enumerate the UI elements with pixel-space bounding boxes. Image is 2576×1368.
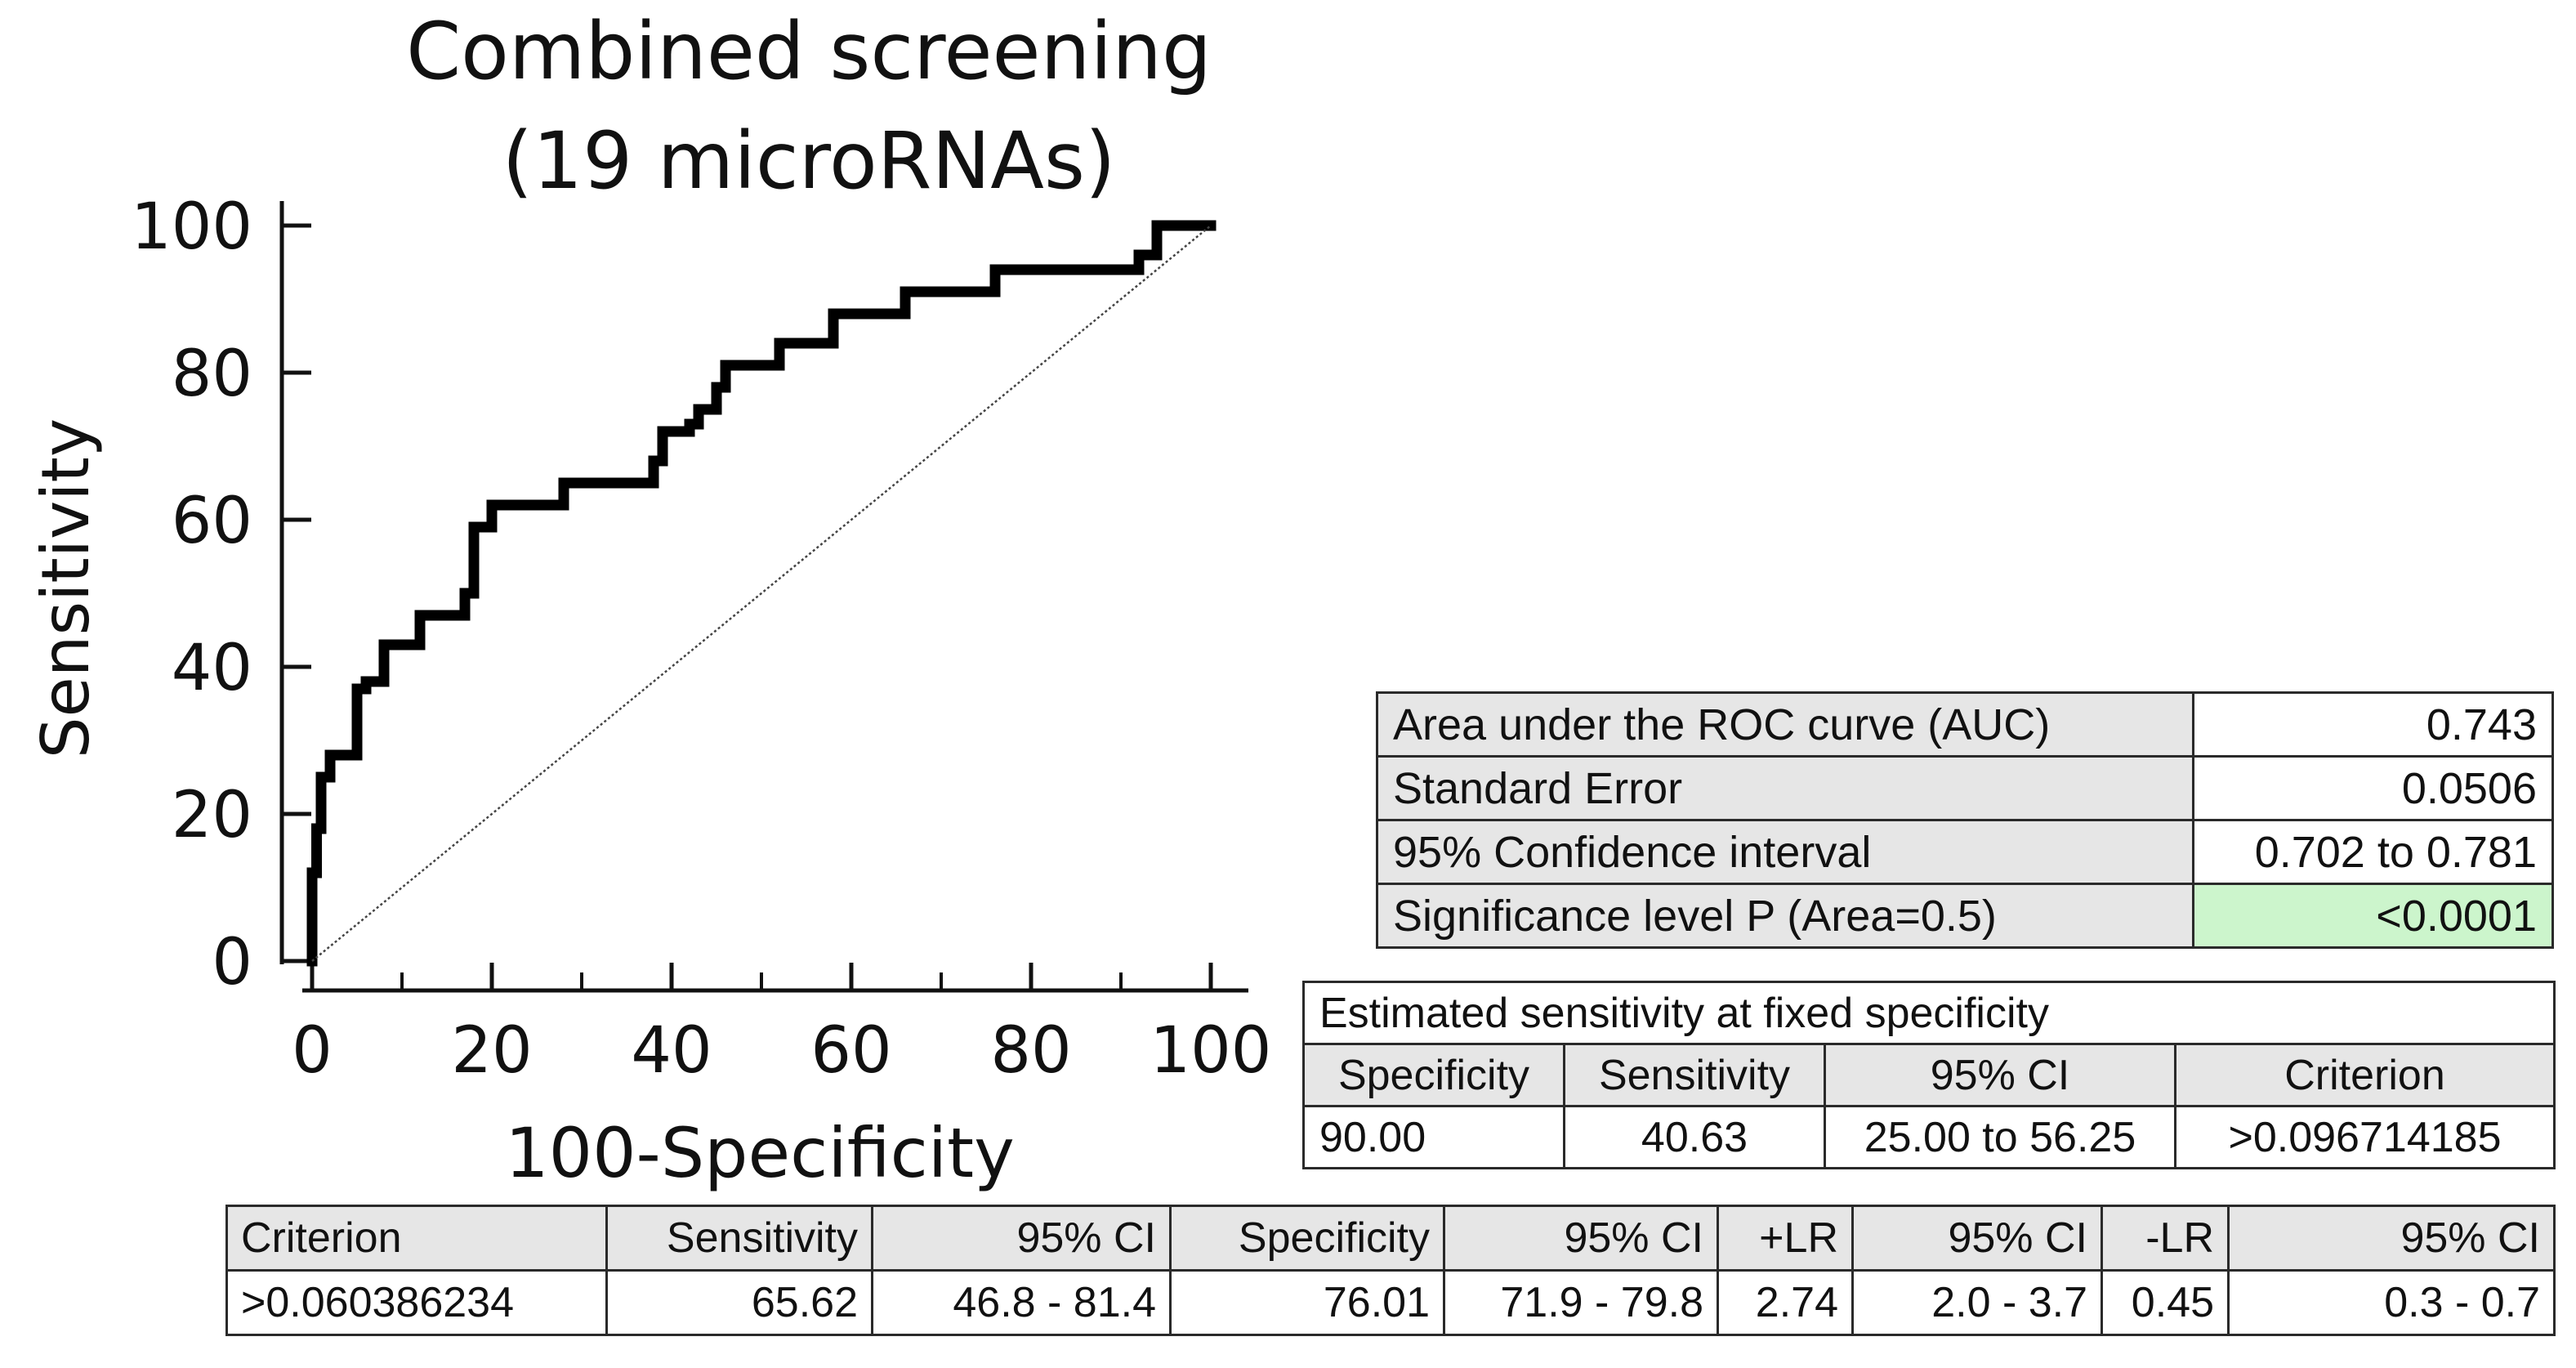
header-specificity: Specificity xyxy=(1169,1205,1445,1272)
chart-ticks xyxy=(282,223,1213,990)
header-sensitivity-ci: 95% CI xyxy=(871,1205,1172,1272)
cell-specificity: 76.01 xyxy=(1169,1269,1445,1336)
x-tick-label-100: 100 xyxy=(1150,1014,1272,1088)
y-tick-label-0: 0 xyxy=(212,926,252,999)
x-axis-label: 100-Specificity xyxy=(505,1113,1015,1193)
chance-diagonal-line xyxy=(311,225,1212,962)
header-specificity-ci: 95% CI xyxy=(1443,1205,1719,1272)
cell-criterion: >0.096714185 xyxy=(2174,1105,2556,1169)
cell-95-ci: 25.00 to 56.25 xyxy=(1824,1105,2176,1169)
cell-sensitivity: 40.63 xyxy=(1563,1105,1826,1169)
stat-label-auc: Area under the ROC curve (AUC) xyxy=(1376,691,2194,758)
table-header-row: Criterion Sensitivity 95% CI Specificity… xyxy=(225,1205,2556,1272)
stat-value-auc: 0.743 xyxy=(2192,691,2554,758)
stat-label-significance: Significance level P (Area=0.5) xyxy=(1376,883,2194,949)
x-tick-label-60: 60 xyxy=(810,1014,891,1088)
x-tick-label-0: 0 xyxy=(292,1014,333,1088)
stat-value-significance: <0.0001 xyxy=(2192,883,2554,949)
x-tick-label-40: 40 xyxy=(631,1014,712,1088)
table-row: 90.00 40.63 25.00 to 56.25 >0.096714185 xyxy=(1302,1105,2556,1169)
y-tick-label-80: 80 xyxy=(172,338,252,411)
table-row: Standard Error 0.0506 xyxy=(1376,755,2554,821)
cell-minus-lr: 0.45 xyxy=(2101,1269,2230,1336)
cell-sensitivity: 65.62 xyxy=(605,1269,873,1336)
chart-tick-labels: 0 20 40 60 80 100 0 20 40 60 80 100 xyxy=(131,190,1271,1088)
y-tick-label-40: 40 xyxy=(172,632,252,705)
y-tick-label-100: 100 xyxy=(131,190,252,264)
chart-series xyxy=(306,220,1217,967)
header-minus-lr: -LR xyxy=(2101,1205,2230,1272)
cell-criterion: >0.060386234 xyxy=(225,1269,608,1336)
header-sensitivity: Sensitivity xyxy=(1563,1043,1826,1107)
header-sensitivity: Sensitivity xyxy=(605,1205,873,1272)
y-tick-label-20: 20 xyxy=(172,779,252,852)
table-header-row: Specificity Sensitivity 95% CI Criterion xyxy=(1302,1043,2556,1107)
table-row: Significance level P (Area=0.5) <0.0001 xyxy=(1376,883,2554,949)
cell-plus-lr-ci: 2.0 - 3.7 xyxy=(1851,1269,2103,1336)
cell-plus-lr: 2.74 xyxy=(1717,1269,1854,1336)
cell-sensitivity-ci: 46.8 - 81.4 xyxy=(871,1269,1172,1336)
table-row: 95% Confidence interval 0.702 to 0.781 xyxy=(1376,819,2554,885)
table-row: >0.060386234 65.62 46.8 - 81.4 76.01 71.… xyxy=(225,1269,2556,1336)
cell-specificity-ci: 71.9 - 79.8 xyxy=(1443,1269,1719,1336)
criterion-table: Criterion Sensitivity 95% CI Specificity… xyxy=(225,1205,2556,1336)
chart-axes xyxy=(279,201,1248,993)
header-specificity: Specificity xyxy=(1302,1043,1565,1107)
chart-title-line-2: (19 microRNAs) xyxy=(502,115,1116,207)
fixed-specificity-table: Estimated sensitivity at fixed specifici… xyxy=(1302,981,2556,1169)
y-tick-label-60: 60 xyxy=(172,485,252,558)
stat-label-standard-error: Standard Error xyxy=(1376,755,2194,821)
header-criterion: Criterion xyxy=(225,1205,608,1272)
stat-value-confidence-interval: 0.702 to 0.781 xyxy=(2192,819,2554,885)
header-plus-lr: +LR xyxy=(1717,1205,1854,1272)
header-95-ci: 95% CI xyxy=(1824,1043,2176,1107)
cell-specificity: 90.00 xyxy=(1302,1105,1565,1169)
auc-stats-table: Area under the ROC curve (AUC) 0.743 Sta… xyxy=(1376,691,2554,949)
y-axis-label: Sensitivity xyxy=(28,418,104,758)
x-tick-label-20: 20 xyxy=(451,1014,532,1088)
chart-title-line-1: Combined screening xyxy=(406,6,1212,97)
stat-value-standard-error: 0.0506 xyxy=(2192,755,2554,821)
x-tick-label-80: 80 xyxy=(990,1014,1071,1088)
stat-label-confidence-interval: 95% Confidence interval xyxy=(1376,819,2194,885)
table-row: Area under the ROC curve (AUC) 0.743 xyxy=(1376,691,2554,758)
cell-minus-lr-ci: 0.3 - 0.7 xyxy=(2227,1269,2556,1336)
header-criterion: Criterion xyxy=(2174,1043,2556,1107)
header-plus-lr-ci: 95% CI xyxy=(1851,1205,2103,1272)
fixed-specificity-title: Estimated sensitivity at fixed specifici… xyxy=(1302,981,2556,1045)
header-minus-lr-ci: 95% CI xyxy=(2227,1205,2556,1272)
table-title-row: Estimated sensitivity at fixed specifici… xyxy=(1302,981,2556,1045)
